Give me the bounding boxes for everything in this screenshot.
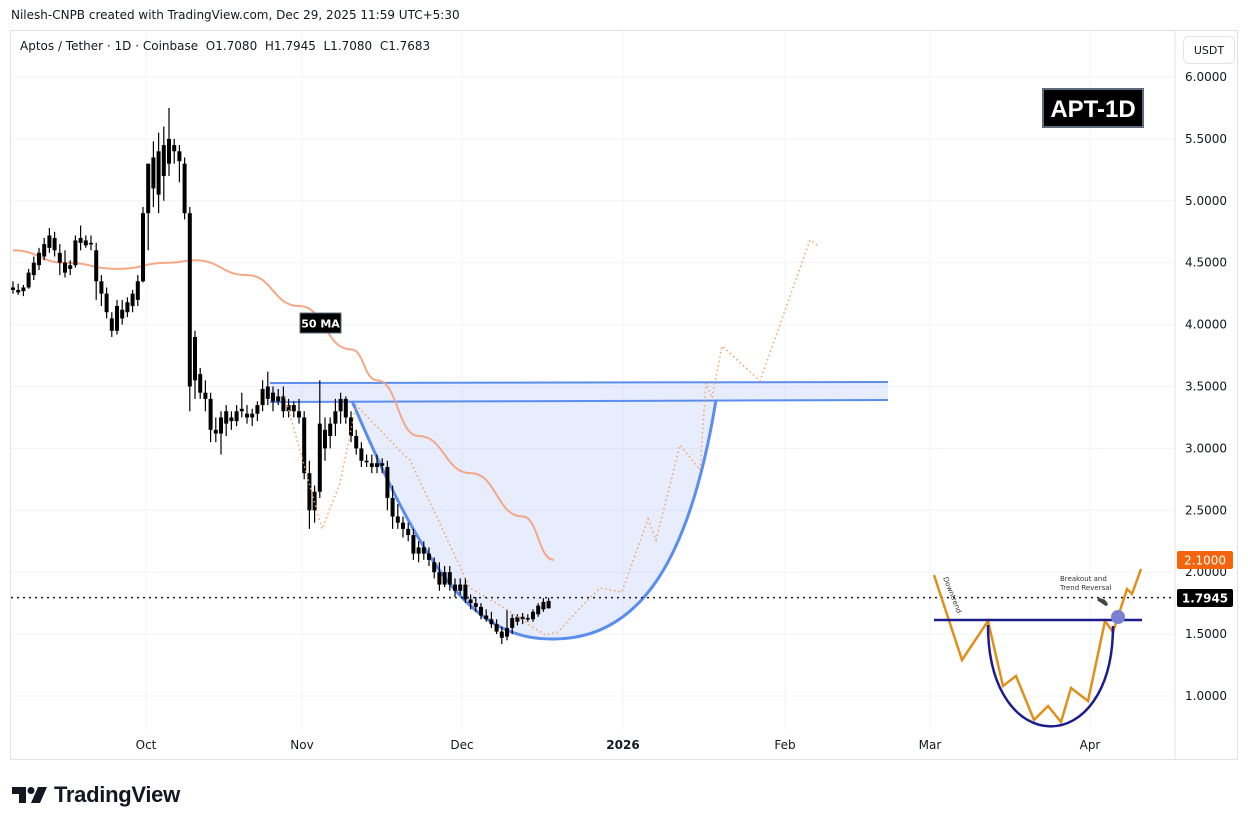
cup-and-handle-pattern (269, 381, 889, 641)
price-tick-label: 1.5000 (1185, 627, 1227, 641)
svg-text:Breakout and: Breakout and (1060, 575, 1107, 583)
chart-frame (10, 30, 1238, 760)
svg-text:2.1000: 2.1000 (1184, 554, 1226, 568)
ma-label: 50 MA (299, 312, 342, 334)
footer-brand: TradingView (54, 782, 180, 807)
price-tick-label: 3.0000 (1185, 441, 1227, 455)
time-axis[interactable]: Oct Nov Dec 2026 Feb Mar Apr (136, 738, 1101, 752)
ma-50-line (12, 249, 555, 561)
last-price-tag: 1.7945 (1177, 589, 1233, 607)
svg-text:Trend Reversal: Trend Reversal (1059, 584, 1112, 592)
symbol-badge: APT-1D (1042, 88, 1144, 128)
currency-button[interactable]: USDT (1183, 36, 1235, 64)
ohlc-high: H1.7945 (264, 39, 316, 53)
price-tick-label: 5.0000 (1185, 194, 1227, 208)
price-tick-label: 3.5000 (1185, 380, 1227, 394)
ohlc-open: O1.7080 (205, 39, 258, 53)
time-tick-label: Dec (450, 738, 473, 752)
symbol-name: Aptos / Tether · 1D · Coinbase (20, 39, 199, 53)
price-axis[interactable]: 6.0000 5.5000 5.0000 4.5000 4.0000 3.5000 3.00… (1185, 70, 1227, 703)
price-tick-label: 4.0000 (1185, 318, 1227, 332)
chart-credit: Nilesh-CNPB created with TradingView.com… (11, 8, 460, 22)
tradingview-logo-icon (12, 787, 47, 803)
ma-price-tag: 2.1000 (1177, 551, 1233, 569)
cup-pattern-inset: Downtrend Breakout and Trend Reversal (932, 568, 1143, 728)
candlestick-series (11, 107, 551, 645)
svg-text:APT-1D: APT-1D (1050, 96, 1135, 123)
time-tick-label: Apr (1080, 738, 1101, 752)
time-tick-label: Nov (290, 738, 313, 752)
price-tick-label: 6.0000 (1185, 70, 1227, 84)
time-tick-label: Feb (774, 738, 795, 752)
ohlc-low: L1.7080 (323, 39, 373, 53)
tradingview-logo[interactable]: TradingView (12, 782, 180, 808)
price-tick-label: 1.0000 (1185, 689, 1227, 703)
price-tick-label: 5.5000 (1185, 132, 1227, 146)
symbol-legend[interactable]: Aptos / Tether · 1D · Coinbase O1.7080 H… (20, 39, 430, 53)
price-tick-label: 2.5000 (1185, 503, 1227, 517)
svg-text:50 MA: 50 MA (301, 318, 340, 331)
time-tick-label: Oct (136, 738, 157, 752)
ohlc-close: C1.7683 (379, 39, 431, 53)
time-tick-label: Mar (919, 738, 942, 752)
price-tick-label: 4.5000 (1185, 256, 1227, 270)
time-tick-label: 2026 (606, 738, 639, 752)
svg-text:1.7945: 1.7945 (1182, 592, 1228, 606)
